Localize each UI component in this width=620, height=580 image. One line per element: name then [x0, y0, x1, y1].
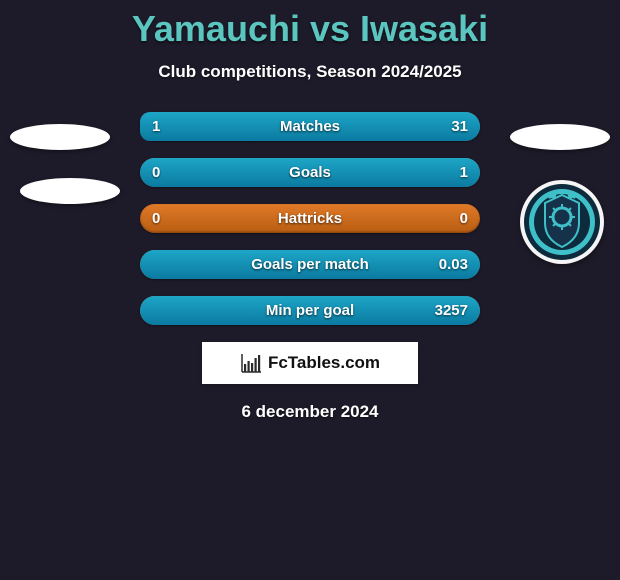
stats-area: 1 31 Matches 0 1 Goals 0 0 Hattricks 0.03 Goals pe…: [0, 112, 620, 325]
subtitle: Club competitions, Season 2024/2025: [0, 62, 620, 82]
date-label: 6 december 2024: [0, 402, 620, 422]
stat-bar: 0 1 Goals: [140, 158, 480, 187]
fctables-label: FcTables.com: [268, 353, 380, 373]
stat-label: Goals: [289, 164, 331, 181]
stat-value-right: 3257: [435, 302, 468, 319]
stat-value-right: 31: [451, 118, 468, 135]
stat-value-left: 1: [152, 118, 160, 135]
stat-label: Hattricks: [278, 210, 342, 227]
stat-bar: 0.03 Goals per match: [140, 250, 480, 279]
page-title: Yamauchi vs Iwasaki: [0, 0, 620, 50]
player-left-badge-2: [20, 178, 120, 204]
stat-value-left: 0: [152, 210, 160, 227]
stat-value-right: 0: [460, 210, 468, 227]
stat-bar: 0 0 Hattricks: [140, 204, 480, 233]
stat-label: Goals per match: [251, 256, 369, 273]
stat-label: Min per goal: [266, 302, 354, 319]
stat-value-left: 0: [152, 164, 160, 181]
crest-icon: [523, 183, 601, 261]
player-right-badge-1: [510, 124, 610, 150]
player-left-badge-1: [10, 124, 110, 150]
club-crest-right: [520, 180, 604, 264]
bar-fill-left: [140, 112, 150, 141]
stat-row: 3257 Min per goal: [0, 296, 620, 325]
fctables-brand[interactable]: FcTables.com: [202, 342, 418, 384]
stat-bar: 3257 Min per goal: [140, 296, 480, 325]
stat-bar: 1 31 Matches: [140, 112, 480, 141]
bar-chart-icon: [240, 352, 262, 374]
stat-value-right: 0.03: [439, 256, 468, 273]
stat-value-right: 1: [460, 164, 468, 181]
stat-label: Matches: [280, 118, 340, 135]
